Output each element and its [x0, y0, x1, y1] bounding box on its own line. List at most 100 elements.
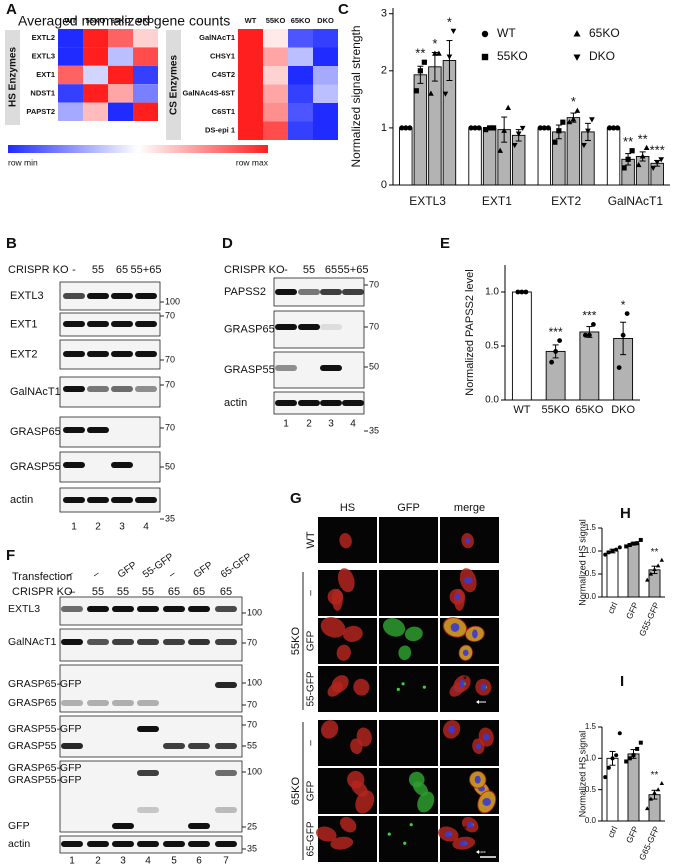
protein-label: PAPSS2	[224, 286, 266, 298]
micrograph	[379, 720, 438, 766]
heatmap-cell	[58, 84, 83, 103]
data-point	[549, 359, 555, 365]
heatmap-cell	[133, 102, 158, 121]
cell-gfp	[401, 682, 405, 686]
x-tick-label: DKO	[611, 404, 635, 416]
gene-label: GalNAcT1	[199, 33, 235, 42]
lane-number: 7	[223, 856, 229, 866]
lane-label: 55	[92, 264, 104, 276]
data-point	[519, 125, 526, 132]
blot-band	[137, 770, 159, 776]
blot-band	[87, 427, 109, 433]
gene-label: PAPST2	[26, 107, 55, 116]
row-label: Transfection	[12, 571, 72, 583]
legend-label: WT	[497, 26, 516, 40]
row-label: CRISPR KO	[12, 586, 73, 598]
data-point	[655, 787, 661, 792]
mw-label: 70	[247, 637, 257, 647]
significance: **	[651, 770, 659, 781]
cell-hs	[320, 617, 346, 638]
data-point	[560, 119, 566, 125]
lane-number: 3	[328, 419, 334, 430]
mw-label: 35	[247, 843, 257, 853]
data-point	[589, 117, 595, 123]
data-point	[582, 332, 588, 338]
lane-label: 55+65	[338, 264, 369, 276]
significance: **	[415, 46, 425, 61]
blot-band	[137, 700, 159, 706]
column-header: GFP	[397, 502, 420, 514]
mw-label: 25	[247, 821, 257, 831]
panel-letter: F	[6, 547, 15, 564]
data-point	[635, 746, 640, 751]
blot-band	[87, 700, 109, 706]
cell-hs	[339, 533, 352, 549]
scale-label: row min	[8, 157, 38, 167]
protein-label: GRASP55	[8, 740, 57, 752]
gene-label: GalNAc4S-6ST	[182, 89, 235, 98]
blot-band	[298, 324, 320, 330]
heatmap-cell	[313, 121, 338, 140]
blot-band	[320, 365, 342, 371]
lane-number: 1	[71, 522, 77, 533]
cell-nucleus	[459, 840, 468, 847]
lane-label: GFP	[116, 560, 139, 581]
data-point	[629, 148, 635, 154]
data-point	[603, 775, 608, 780]
micrograph	[379, 816, 438, 862]
y-tick-label: 1	[381, 122, 387, 134]
protein-label: GalNAcT1	[8, 636, 57, 648]
cell-gfp	[398, 645, 412, 661]
blot-band	[215, 639, 237, 645]
x-tick-label: G55-GFP	[637, 600, 662, 637]
row-label: GFP	[306, 630, 317, 651]
data-point	[625, 156, 631, 162]
bar	[468, 127, 482, 186]
data-point	[624, 759, 629, 764]
x-tick-label: EXT2	[551, 194, 581, 208]
blot-band	[163, 743, 185, 749]
significance: *	[571, 94, 576, 109]
scale-label: row max	[236, 157, 269, 167]
blot-band	[112, 823, 134, 829]
significance: ***	[582, 309, 596, 323]
lane-label: –	[65, 568, 76, 580]
blot-band	[137, 606, 159, 612]
y-axis-label: Normalized HS signal	[577, 519, 587, 606]
data-point	[399, 125, 405, 131]
blot-band	[215, 841, 237, 847]
x-tick-label: 55KO	[542, 404, 571, 416]
blot-band	[215, 743, 237, 749]
data-point	[519, 289, 525, 295]
data-point	[407, 125, 413, 131]
significance: **	[638, 131, 648, 146]
data-point	[655, 563, 661, 568]
data-point	[652, 790, 657, 795]
data-point	[627, 543, 632, 548]
lane-number: 4	[350, 419, 356, 430]
blot-band	[188, 823, 210, 829]
protein-label: GRASP65	[10, 426, 61, 438]
data-point	[650, 165, 657, 171]
lane-label: 55	[117, 586, 129, 598]
blot-band	[63, 427, 85, 433]
cell-nucleus	[463, 576, 473, 584]
group-label: HS Enzymes	[8, 47, 19, 107]
cell-hs	[315, 826, 337, 842]
mw-label: 70	[165, 310, 175, 320]
micrograph	[379, 666, 438, 712]
data-point	[450, 28, 457, 34]
bar	[537, 127, 552, 186]
legend-label: 55KO	[497, 49, 528, 63]
data-point	[603, 552, 608, 557]
data-point	[581, 142, 587, 149]
blot-band	[163, 606, 185, 612]
blot-band	[61, 606, 83, 612]
blot-band	[87, 351, 109, 357]
cell-gfp	[422, 685, 426, 689]
cell-nucleus	[472, 629, 478, 639]
data-point	[505, 104, 512, 110]
bar	[606, 550, 619, 598]
heatmap-cell	[313, 47, 338, 66]
cell-nucleus	[482, 733, 490, 741]
